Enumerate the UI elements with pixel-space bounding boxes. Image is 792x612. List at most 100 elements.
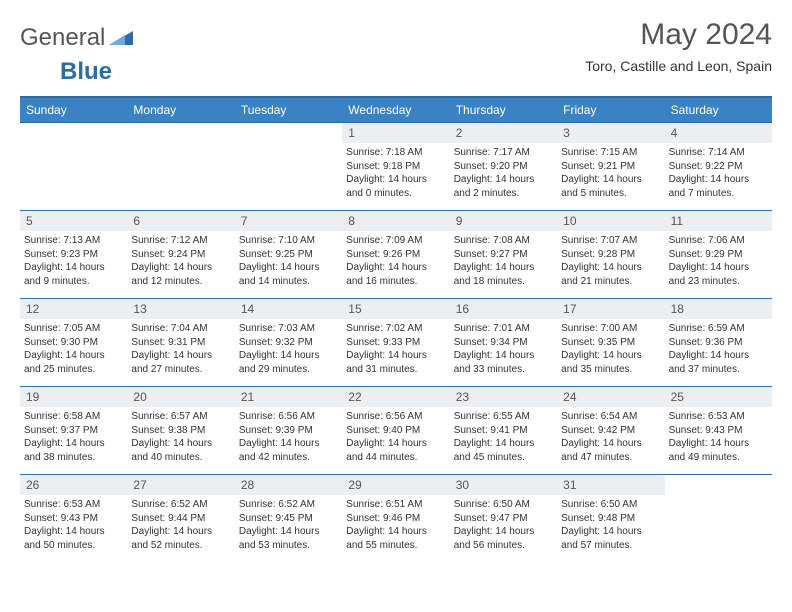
sunset-line: Sunset: 9:35 PM <box>561 336 660 350</box>
sunset-line: Sunset: 9:28 PM <box>561 248 660 262</box>
day-body: Sunrise: 7:06 AMSunset: 9:29 PMDaylight:… <box>665 231 772 292</box>
day-number: 19 <box>20 387 127 407</box>
daylight-line: Daylight: 14 hours and 9 minutes. <box>24 261 123 288</box>
sunrise-line: Sunrise: 6:50 AM <box>454 498 553 512</box>
daylight-line: Daylight: 14 hours and 23 minutes. <box>669 261 768 288</box>
day-cell: 8Sunrise: 7:09 AMSunset: 9:26 PMDaylight… <box>342 210 449 298</box>
day-body: Sunrise: 6:52 AMSunset: 9:45 PMDaylight:… <box>235 495 342 556</box>
sunrise-line: Sunrise: 7:10 AM <box>239 234 338 248</box>
day-number: 17 <box>557 299 664 319</box>
daylight-line: Daylight: 14 hours and 50 minutes. <box>24 525 123 552</box>
day-number: 6 <box>127 211 234 231</box>
sunset-line: Sunset: 9:46 PM <box>346 512 445 526</box>
daylight-line: Daylight: 14 hours and 40 minutes. <box>131 437 230 464</box>
day-body: Sunrise: 6:50 AMSunset: 9:48 PMDaylight:… <box>557 495 664 556</box>
day-body: Sunrise: 6:52 AMSunset: 9:44 PMDaylight:… <box>127 495 234 556</box>
sunset-line: Sunset: 9:21 PM <box>561 160 660 174</box>
sunset-line: Sunset: 9:20 PM <box>454 160 553 174</box>
sunrise-line: Sunrise: 7:04 AM <box>131 322 230 336</box>
day-cell: 17Sunrise: 7:00 AMSunset: 9:35 PMDayligh… <box>557 298 664 386</box>
daylight-line: Daylight: 14 hours and 16 minutes. <box>346 261 445 288</box>
day-body: Sunrise: 6:58 AMSunset: 9:37 PMDaylight:… <box>20 407 127 468</box>
sunset-line: Sunset: 9:34 PM <box>454 336 553 350</box>
sunrise-line: Sunrise: 6:52 AM <box>239 498 338 512</box>
day-body: Sunrise: 7:14 AMSunset: 9:22 PMDaylight:… <box>665 143 772 204</box>
day-cell: 16Sunrise: 7:01 AMSunset: 9:34 PMDayligh… <box>450 298 557 386</box>
logo: General <box>20 24 135 52</box>
day-cell: 26Sunrise: 6:53 AMSunset: 9:43 PMDayligh… <box>20 474 127 562</box>
sunrise-line: Sunrise: 7:18 AM <box>346 146 445 160</box>
daylight-line: Daylight: 14 hours and 12 minutes. <box>131 261 230 288</box>
day-cell: 24Sunrise: 6:54 AMSunset: 9:42 PMDayligh… <box>557 386 664 474</box>
sunrise-line: Sunrise: 6:52 AM <box>131 498 230 512</box>
day-number: 21 <box>235 387 342 407</box>
day-cell: 31Sunrise: 6:50 AMSunset: 9:48 PMDayligh… <box>557 474 664 562</box>
sunrise-line: Sunrise: 6:55 AM <box>454 410 553 424</box>
daylight-line: Daylight: 14 hours and 14 minutes. <box>239 261 338 288</box>
day-cell: 13Sunrise: 7:04 AMSunset: 9:31 PMDayligh… <box>127 298 234 386</box>
weekday-header: Wednesday <box>342 98 449 122</box>
day-number: 30 <box>450 475 557 495</box>
weekday-header: Friday <box>557 98 664 122</box>
daylight-line: Daylight: 14 hours and 21 minutes. <box>561 261 660 288</box>
logo-triangle-icon <box>109 29 135 47</box>
sunrise-line: Sunrise: 7:08 AM <box>454 234 553 248</box>
day-body: Sunrise: 6:53 AMSunset: 9:43 PMDaylight:… <box>20 495 127 556</box>
sunrise-line: Sunrise: 6:57 AM <box>131 410 230 424</box>
day-number: 25 <box>665 387 772 407</box>
day-number: 24 <box>557 387 664 407</box>
day-body: Sunrise: 6:54 AMSunset: 9:42 PMDaylight:… <box>557 407 664 468</box>
day-body: Sunrise: 6:51 AMSunset: 9:46 PMDaylight:… <box>342 495 449 556</box>
calendar-grid: SundayMondayTuesdayWednesdayThursdayFrid… <box>20 96 772 562</box>
sunrise-line: Sunrise: 6:53 AM <box>669 410 768 424</box>
sunrise-line: Sunrise: 6:59 AM <box>669 322 768 336</box>
day-cell: 18Sunrise: 6:59 AMSunset: 9:36 PMDayligh… <box>665 298 772 386</box>
day-number: 1 <box>342 123 449 143</box>
sunset-line: Sunset: 9:25 PM <box>239 248 338 262</box>
day-number: 20 <box>127 387 234 407</box>
logo-text-blue: Blue <box>60 58 112 85</box>
sunset-line: Sunset: 9:31 PM <box>131 336 230 350</box>
day-body: Sunrise: 7:04 AMSunset: 9:31 PMDaylight:… <box>127 319 234 380</box>
daylight-line: Daylight: 14 hours and 42 minutes. <box>239 437 338 464</box>
day-number: 14 <box>235 299 342 319</box>
day-body: Sunrise: 6:56 AMSunset: 9:40 PMDaylight:… <box>342 407 449 468</box>
day-number: 2 <box>450 123 557 143</box>
location: Toro, Castille and Leon, Spain <box>585 58 772 74</box>
sunrise-line: Sunrise: 6:51 AM <box>346 498 445 512</box>
sunrise-line: Sunrise: 7:07 AM <box>561 234 660 248</box>
day-body: Sunrise: 7:07 AMSunset: 9:28 PMDaylight:… <box>557 231 664 292</box>
weekday-header: Thursday <box>450 98 557 122</box>
day-cell: 12Sunrise: 7:05 AMSunset: 9:30 PMDayligh… <box>20 298 127 386</box>
title-block: May 2024 Toro, Castille and Leon, Spain <box>585 18 772 74</box>
sunrise-line: Sunrise: 7:13 AM <box>24 234 123 248</box>
sunset-line: Sunset: 9:22 PM <box>669 160 768 174</box>
daylight-line: Daylight: 14 hours and 56 minutes. <box>454 525 553 552</box>
sunset-line: Sunset: 9:23 PM <box>24 248 123 262</box>
day-cell: 7Sunrise: 7:10 AMSunset: 9:25 PMDaylight… <box>235 210 342 298</box>
day-cell: 5Sunrise: 7:13 AMSunset: 9:23 PMDaylight… <box>20 210 127 298</box>
day-number: 8 <box>342 211 449 231</box>
day-number: 16 <box>450 299 557 319</box>
daylight-line: Daylight: 14 hours and 25 minutes. <box>24 349 123 376</box>
day-cell: 30Sunrise: 6:50 AMSunset: 9:47 PMDayligh… <box>450 474 557 562</box>
empty-cell <box>20 122 127 210</box>
daylight-line: Daylight: 14 hours and 27 minutes. <box>131 349 230 376</box>
sunset-line: Sunset: 9:27 PM <box>454 248 553 262</box>
sunrise-line: Sunrise: 6:54 AM <box>561 410 660 424</box>
day-cell: 19Sunrise: 6:58 AMSunset: 9:37 PMDayligh… <box>20 386 127 474</box>
sunset-line: Sunset: 9:40 PM <box>346 424 445 438</box>
day-body: Sunrise: 7:00 AMSunset: 9:35 PMDaylight:… <box>557 319 664 380</box>
day-number: 18 <box>665 299 772 319</box>
day-number: 11 <box>665 211 772 231</box>
day-body: Sunrise: 7:01 AMSunset: 9:34 PMDaylight:… <box>450 319 557 380</box>
weekday-header: Saturday <box>665 98 772 122</box>
sunset-line: Sunset: 9:45 PM <box>239 512 338 526</box>
day-body: Sunrise: 6:55 AMSunset: 9:41 PMDaylight:… <box>450 407 557 468</box>
day-cell: 28Sunrise: 6:52 AMSunset: 9:45 PMDayligh… <box>235 474 342 562</box>
day-number: 4 <box>665 123 772 143</box>
sunset-line: Sunset: 9:32 PM <box>239 336 338 350</box>
daylight-line: Daylight: 14 hours and 2 minutes. <box>454 173 553 200</box>
day-cell: 3Sunrise: 7:15 AMSunset: 9:21 PMDaylight… <box>557 122 664 210</box>
sunset-line: Sunset: 9:36 PM <box>669 336 768 350</box>
